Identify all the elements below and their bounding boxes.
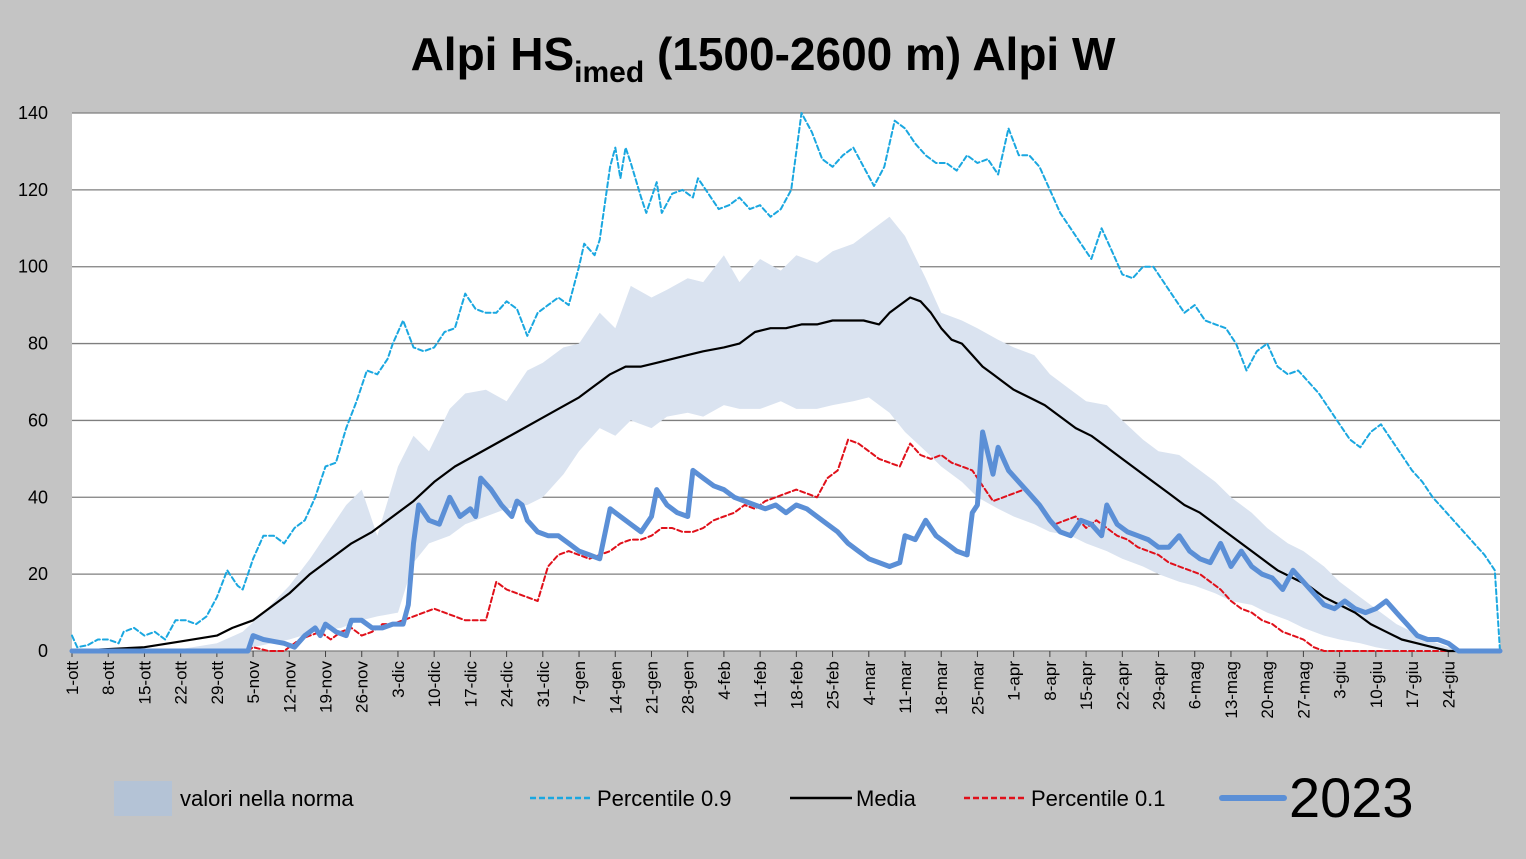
x-tick-label: 3-giu bbox=[1331, 661, 1350, 699]
x-tick-label: 28-gen bbox=[679, 661, 698, 714]
y-tick-label: 100 bbox=[18, 257, 48, 277]
x-tick-label: 31-dic bbox=[534, 661, 553, 708]
x-tick-label: 1-ott bbox=[63, 661, 82, 695]
x-tick-label: 3-dic bbox=[389, 661, 408, 698]
x-tick-label: 25-feb bbox=[824, 661, 843, 709]
legend-p90-label: Percentile 0.9 bbox=[597, 786, 732, 811]
chart-title: Alpi HSimed (1500-2600 m) Alpi W bbox=[411, 28, 1116, 89]
x-tick-label: 5-nov bbox=[244, 661, 263, 704]
series-layer bbox=[69, 112, 1503, 654]
chart-title-part-1: Alpi HS bbox=[411, 28, 575, 80]
legend-norma-swatch bbox=[114, 781, 172, 816]
legend-2023-label: 2023 bbox=[1289, 766, 1414, 829]
x-tick-label: 29-apr bbox=[1150, 661, 1169, 710]
x-tick-label: 25-mar bbox=[968, 661, 987, 715]
x-tick-label: 15-ott bbox=[135, 661, 154, 705]
x-tick-label: 13-mag bbox=[1222, 661, 1241, 719]
band-valori-nella-norma bbox=[72, 216, 1500, 652]
x-tick-label: 8-apr bbox=[1041, 661, 1060, 701]
x-tick-label: 12-nov bbox=[280, 661, 299, 713]
x-tick-label: 8-ott bbox=[99, 661, 118, 695]
y-tick-label: 120 bbox=[18, 180, 48, 200]
x-tick-label: 11-mar bbox=[896, 661, 915, 714]
x-tick-label: 26-nov bbox=[353, 661, 372, 713]
y-axis-ticks: 0 20 40 60 80 100 120 140 bbox=[18, 103, 48, 661]
x-axis-ticks: 1-ott 8-ott 15-ott 22-ott 29-ott 5-nov 12-nov 1… bbox=[63, 651, 1458, 719]
y-tick-label: 0 bbox=[38, 641, 48, 661]
x-tick-label: 11-feb bbox=[751, 661, 770, 708]
legend-norma-label: valori nella norma bbox=[180, 786, 354, 811]
x-tick-label: 15-apr bbox=[1077, 661, 1096, 710]
x-tick-label: 19-nov bbox=[317, 661, 336, 713]
legend-media-label: Media bbox=[856, 786, 917, 811]
chart-title-part-2: (1500-2600 m) Alpi W bbox=[644, 28, 1116, 80]
series-percentile-0-1 bbox=[71, 438, 1501, 652]
x-tick-label: 18-feb bbox=[787, 661, 806, 709]
y-tick-label: 40 bbox=[28, 487, 48, 507]
x-tick-label: 4-feb bbox=[715, 661, 734, 700]
x-tick-label: 22-ott bbox=[172, 661, 191, 705]
series-percentile-0-9 bbox=[71, 112, 1501, 652]
x-tick-label: 17-giu bbox=[1403, 661, 1422, 708]
x-tick-label: 10-dic bbox=[425, 661, 444, 708]
x-tick-label: 29-ott bbox=[208, 661, 227, 705]
chart-title-subscript: imed bbox=[574, 56, 644, 89]
y-tick-label: 80 bbox=[28, 334, 48, 354]
x-tick-label: 4-mar bbox=[860, 661, 879, 706]
y-tick-label: 60 bbox=[28, 410, 48, 430]
y-tick-label: 20 bbox=[28, 564, 48, 584]
x-tick-label: 22-apr bbox=[1113, 661, 1132, 710]
x-tick-label: 21-gen bbox=[642, 661, 661, 714]
x-tick-label: 20-mag bbox=[1258, 661, 1277, 719]
x-tick-label: 17-dic bbox=[461, 661, 480, 708]
x-tick-label: 14-gen bbox=[606, 661, 625, 714]
x-tick-label: 24-giu bbox=[1439, 661, 1458, 708]
y-tick-label: 140 bbox=[18, 103, 48, 123]
series-media bbox=[70, 296, 1502, 653]
legend-p10-label: Percentile 0.1 bbox=[1031, 786, 1166, 811]
legend: valori nella norma Percentile 0.9 Media … bbox=[114, 766, 1414, 829]
series-2023 bbox=[69, 429, 1503, 654]
x-tick-label: 18-mar bbox=[932, 661, 951, 715]
x-tick-label: 7-gen bbox=[570, 661, 589, 704]
x-tick-label: 10-giu bbox=[1367, 661, 1386, 708]
x-tick-label: 24-dic bbox=[498, 661, 517, 708]
x-tick-label: 1-apr bbox=[1005, 661, 1024, 701]
x-tick-label: 27-mag bbox=[1294, 661, 1313, 719]
x-tick-label: 6-mag bbox=[1186, 661, 1205, 709]
